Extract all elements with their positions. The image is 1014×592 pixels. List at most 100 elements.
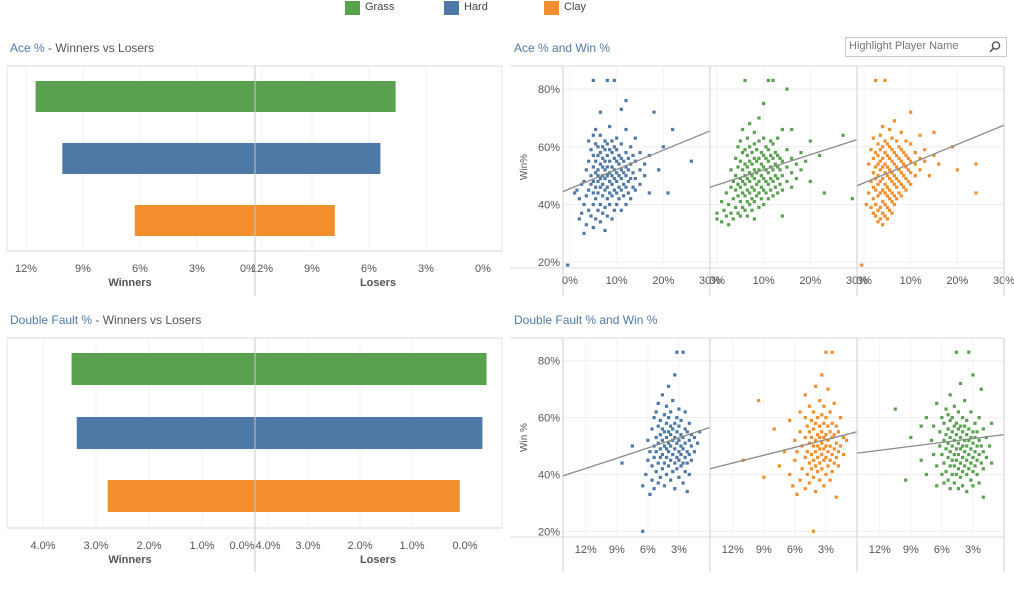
df-scatter-panel-clay-point [809,418,814,423]
df-scatter-panel-hard-point [654,435,658,440]
df-scatter-panel-clay-point [828,410,832,414]
ace-scatter-panel-clay-point [890,159,894,163]
ace-scatter-title: Ace % and Win % [514,41,610,55]
ace-scatter-panel-grass-point [745,200,749,204]
ace-bar-tick-right: 12% [251,263,273,275]
ace-scatter-panel-clay-point [895,153,899,158]
df-scatter-panel-clay-point [824,350,828,354]
ace-scatter-panel-clay-point [860,263,864,267]
ace-scatter-panel-clay-point [869,205,873,209]
df-scatter-panel-hard-point [664,472,669,477]
ace-scatter-panel-hard-point [615,148,619,152]
df-scatter-panel-grass-point [981,427,985,431]
df-scatter-panel-clay-point [824,416,828,420]
ace-scatter-panel-hard-point [596,153,600,158]
df-scatter-panel-grass-point [969,461,973,465]
ace-scatter-panel-clay-point [876,142,880,146]
ace-scatter-ytick: 20% [538,257,560,269]
ace-scatter-panel-hard-point [612,156,616,160]
ace-scatter-panel-clay-point [869,179,873,184]
df-scatter-panel-clay-point [816,416,820,420]
ace-scatter-panel-clay-point [918,133,922,137]
ace-scatter-panel-clay-point [888,208,892,212]
df-scatter-panel-grass-point [977,481,981,485]
ace-scatter-panel-clay-xtick: 30% [993,275,1014,287]
ace-scatter-panel-grass-point [748,179,752,184]
ace-scatter-panel-grass-point [734,174,738,178]
ace-scatter-panel-grass-point [743,162,747,166]
ace-scatter-panel-clay-point [881,165,885,169]
df-scatter-panel-grass-point [969,447,973,451]
ace-scatter-panel-hard-point [612,145,616,149]
df-scatter-panel-hard-point [681,447,685,451]
ace-scatter-panel-hard-point [619,168,623,172]
df-scatter-panel-clay-point [809,435,814,440]
ace-scatter-panel-clay-point [885,165,889,169]
ace-scatter-panel-grass-point [790,185,794,189]
ace-scatter-panel-clay-point [874,202,878,207]
df-scatter-panel-grass-point [948,393,952,397]
ace-bar-chart: 12% 12% 9% 9% 6% 6% 3% 3% 0% 0% Winners Losers [6,65,503,296]
ace-scatter-panel-hard-point [624,99,628,103]
ace-scatter-panel-hard-point [594,171,598,175]
df-scatter-panel-clay-point [795,450,799,454]
ace-scatter-panel-clay-point [871,211,875,215]
ace-scatter-panel-grass-point [841,133,845,137]
ace-scatter-panel-hard-point [601,145,605,149]
ace-scatter-panel-hard-point [587,188,591,192]
ace-scatter-panel-hard-point [589,214,593,218]
ace-scatter-panel-clay-point [876,153,880,158]
highlight-player-search[interactable] [845,37,1007,57]
df-scatter-panel-grass-point [942,438,946,442]
ace-scatter-panel-hard-point [610,182,614,186]
df-scatter-panel-grass-point [940,416,944,420]
df-scatter-panel-hard-point [695,441,700,445]
df-scatter-panel-hard-point [652,455,656,459]
ace-scatter-panel-clay-point [906,168,910,172]
df-scatter-panel-hard-point [669,458,673,462]
df-scatter-panel-clay-point [813,450,818,454]
df-scatter-chart: 20% 40% 60% 80% Win % 12% 9% 6% 3% 12% 9% 6% 3% 12% 9%… [510,337,1005,572]
ace-scatter-panel-hard-point [594,142,598,146]
ace-scatter-panel-clay-point [913,150,917,155]
df-scatter-panel-clay-point [816,470,820,474]
df-scatter-panel-hard-point [650,427,654,431]
highlight-player-input[interactable] [849,39,979,53]
df-scatter-panel-clay-point [809,452,814,457]
df-scatter-panel-clay-point [838,444,843,448]
df-scatter-panel-grass-xtick: 9% [903,544,919,556]
ace-bar-bar-losers-grass [255,81,396,112]
ace-scatter-panel-hard-point [610,217,614,221]
legend-swatch-hard [444,1,459,15]
ace-scatter-panel-clay-point [876,182,880,186]
ace-scatter-panel-grass-point [771,156,775,160]
ace-scatter-panel-hard-point [577,197,581,201]
ace-scatter-panel-grass-point [790,171,794,175]
ace-scatter-panel-grass-point [734,205,738,209]
ace-scatter-panel-hard-point [594,217,598,221]
df-scatter-panel-hard-point [644,472,648,477]
df-bar-tick-right: 1.0% [399,540,424,552]
df-scatter-panel-hard-xtick: 6% [640,544,656,556]
search-icon[interactable] [988,40,1002,54]
df-scatter-panel-grass-point [950,472,954,477]
df-scatter-panel-hard-point [692,435,697,440]
ace-scatter-panel-clay-point [892,119,896,123]
df-scatter-panel-grass-point [944,470,948,474]
ace-scatter-panel-hard-point [596,168,600,172]
ace-scatter-panel-clay-point [890,179,894,184]
ace-scatter-panel-grass-point [752,188,756,192]
df-bar-bar-winners-grass [71,353,255,385]
ace-scatter-panel-clay-point [909,142,913,146]
ace-scatter-panel-grass-point [745,214,749,218]
ace-scatter-panel-grass-point [743,78,747,83]
ace-scatter-panel-hard-point [603,188,607,192]
ace-scatter-panel-grass-point [750,185,754,189]
df-scatter-panel-grass-point [935,484,939,488]
ace-scatter-panel-grass-point [757,179,761,184]
ace-scatter-panel-clay-point [871,171,875,175]
df-scatter-panel-grass-point [958,475,963,479]
df-scatter-panel-clay-point [818,478,822,482]
df-scatter-title: Double Fault % and Win % [514,313,657,327]
df-bar-bar-losers-clay [255,480,460,512]
